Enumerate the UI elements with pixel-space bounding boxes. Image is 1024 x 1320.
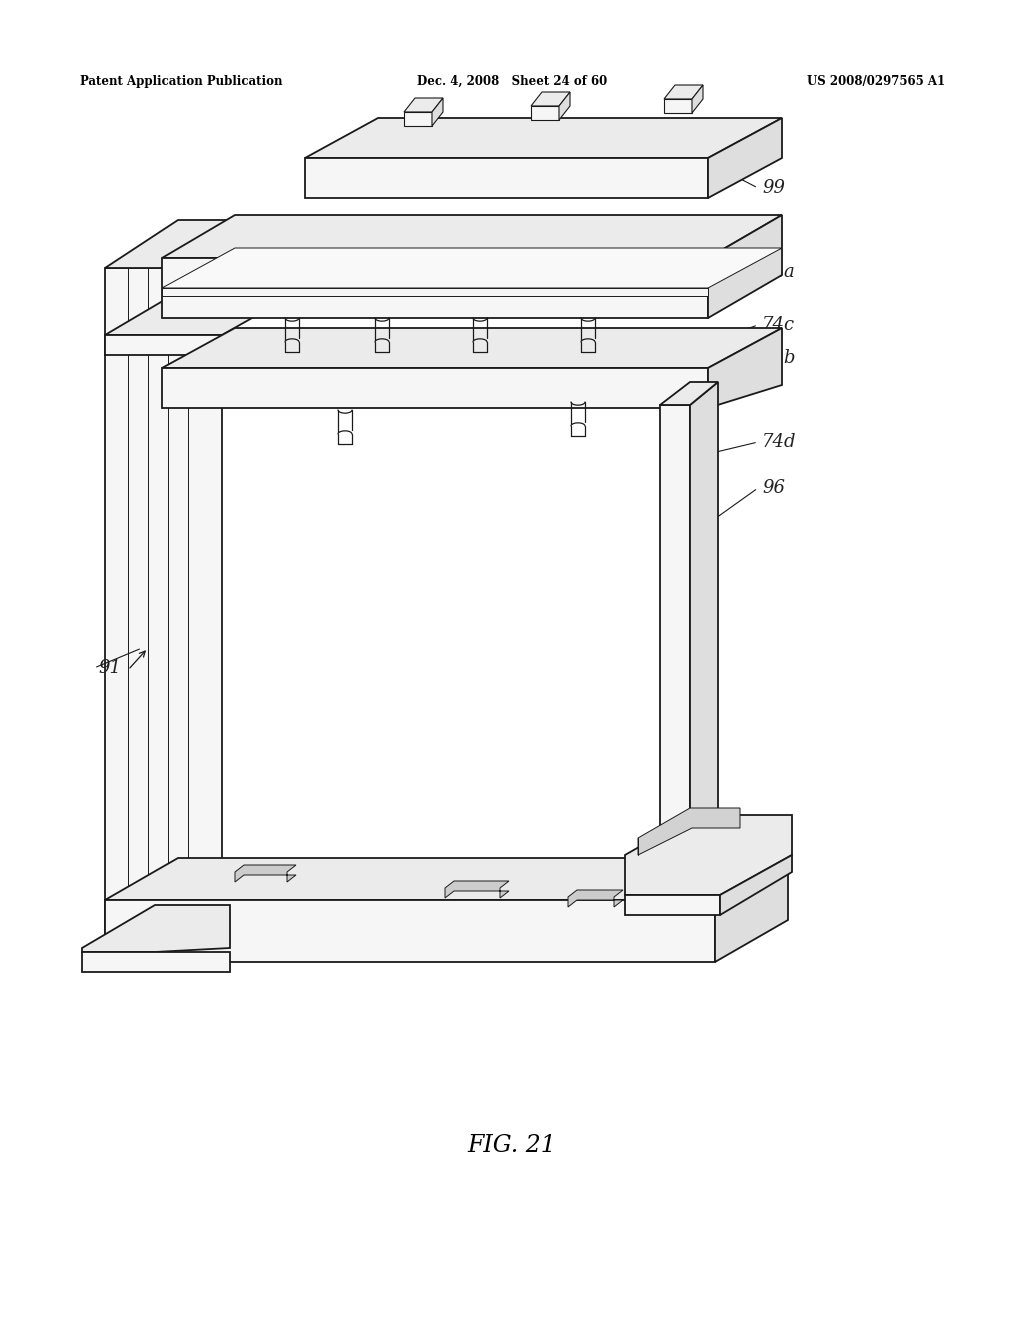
- Polygon shape: [720, 855, 792, 915]
- Polygon shape: [664, 84, 703, 99]
- Polygon shape: [690, 381, 718, 862]
- Polygon shape: [445, 880, 509, 898]
- Polygon shape: [162, 248, 782, 288]
- Text: FIG. 21: FIG. 21: [468, 1134, 556, 1156]
- Polygon shape: [660, 405, 690, 862]
- Polygon shape: [660, 381, 718, 405]
- Polygon shape: [708, 327, 782, 408]
- Polygon shape: [105, 220, 298, 268]
- Polygon shape: [82, 952, 230, 972]
- Polygon shape: [404, 98, 443, 112]
- Text: Patent Application Publication: Patent Application Publication: [80, 75, 283, 88]
- Polygon shape: [105, 292, 298, 335]
- Text: 99: 99: [762, 180, 785, 197]
- Polygon shape: [105, 858, 788, 900]
- Polygon shape: [162, 288, 708, 296]
- Polygon shape: [82, 906, 230, 952]
- Polygon shape: [715, 858, 788, 962]
- Polygon shape: [531, 92, 570, 106]
- Polygon shape: [305, 117, 782, 158]
- Polygon shape: [105, 335, 222, 355]
- Polygon shape: [162, 368, 708, 408]
- Text: Dec. 4, 2008   Sheet 24 of 60: Dec. 4, 2008 Sheet 24 of 60: [417, 75, 607, 88]
- Text: 74c: 74c: [762, 315, 795, 334]
- Polygon shape: [559, 92, 570, 120]
- Polygon shape: [162, 327, 782, 368]
- Text: US 2008/0297565 A1: US 2008/0297565 A1: [807, 75, 945, 88]
- Text: 74b: 74b: [762, 348, 797, 367]
- Polygon shape: [708, 117, 782, 198]
- Polygon shape: [305, 158, 708, 198]
- Polygon shape: [162, 215, 782, 257]
- Polygon shape: [568, 890, 623, 907]
- Polygon shape: [432, 98, 443, 125]
- Text: 91: 91: [98, 659, 121, 677]
- Polygon shape: [162, 257, 708, 318]
- Polygon shape: [638, 808, 740, 855]
- Polygon shape: [404, 112, 432, 125]
- Text: 74d: 74d: [762, 433, 797, 451]
- Polygon shape: [692, 84, 703, 114]
- Polygon shape: [105, 268, 222, 950]
- Text: 96: 96: [762, 479, 785, 498]
- Polygon shape: [531, 106, 559, 120]
- Text: 74: 74: [762, 219, 785, 238]
- Polygon shape: [708, 215, 782, 318]
- Polygon shape: [625, 814, 792, 895]
- Text: 74a: 74a: [762, 263, 796, 281]
- Polygon shape: [105, 900, 715, 962]
- Polygon shape: [234, 865, 296, 882]
- Polygon shape: [664, 99, 692, 114]
- Polygon shape: [625, 895, 720, 915]
